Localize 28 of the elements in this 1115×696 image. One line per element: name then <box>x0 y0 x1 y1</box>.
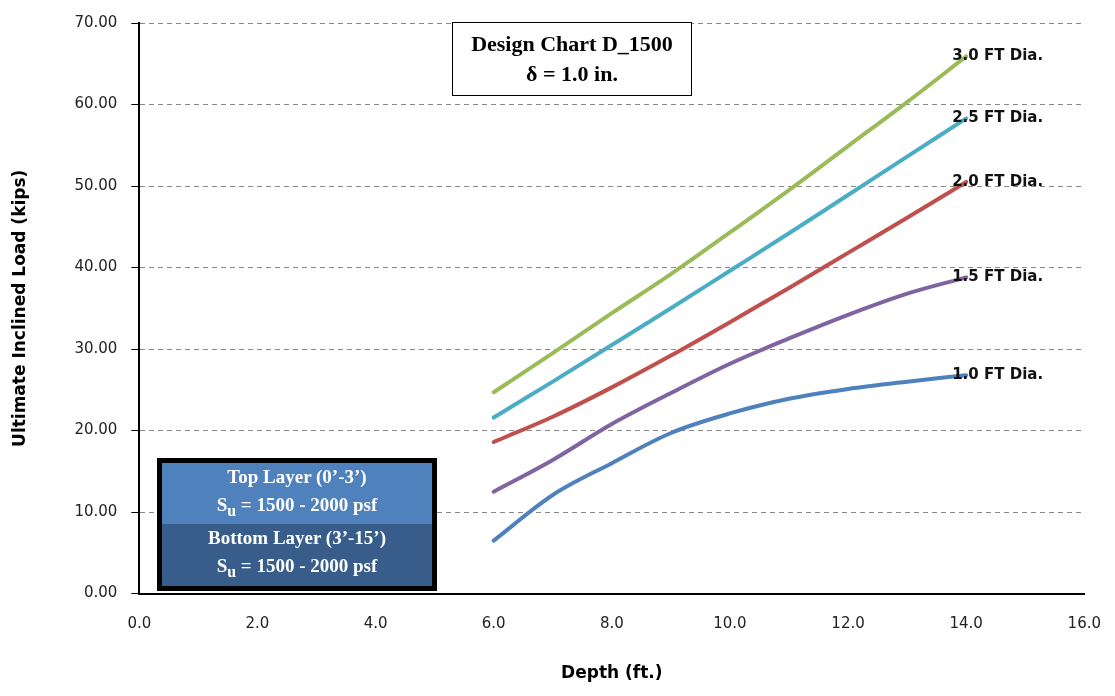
y-tick-label: 20.00 <box>74 420 118 439</box>
series-label: 2.5 FT Dia. <box>952 108 1044 127</box>
y-tick-label: 50.00 <box>74 175 118 194</box>
y-tick-label: 30.00 <box>74 338 118 357</box>
layer-note: Bottom Layer (3’-15’) S$_{u}$ = 1500 - 2000 psf <box>157 524 437 591</box>
series-label: 2.0 FT Dia. <box>952 171 1044 190</box>
annotation: Top Layer (0’-3’) S$_{u}$ = 1500 - 2000 psf <box>215 465 379 521</box>
x-tick-label: 14.0 <box>949 614 983 633</box>
series-label: 1.0 FT Dia. <box>952 365 1044 384</box>
x-axis-title: Depth (ft.) <box>561 662 663 683</box>
x-tick-label: 6.0 <box>481 614 506 633</box>
series-label: 1.5 FT Dia. <box>952 267 1044 286</box>
y-tick-label: 70.00 <box>74 12 118 31</box>
chart-title: Design Chart D_1500 <box>470 30 674 58</box>
x-tick-label: 4.0 <box>363 614 388 633</box>
x-tick-label: 12.0 <box>831 614 865 633</box>
series-label: 3.0 FT Dia. <box>952 46 1044 65</box>
text: δ = 1.0 in. <box>525 60 619 88</box>
x-tick-label: 8.0 <box>599 614 624 633</box>
x-tick-label: 16.0 <box>1067 614 1101 633</box>
x-tick-label: 0.0 <box>127 614 152 633</box>
x-tick-label: 10.0 <box>713 614 747 633</box>
y-tick-label: 0.00 <box>83 583 118 602</box>
y-tick-label: 60.00 <box>74 94 118 113</box>
y-axis-title: Ultimate Inclined Load (kips) <box>8 169 29 447</box>
y-tick-label: 40.00 <box>74 257 118 276</box>
y-tick-label: 10.00 <box>74 501 118 520</box>
x-tick-label: 2.0 <box>245 614 270 633</box>
